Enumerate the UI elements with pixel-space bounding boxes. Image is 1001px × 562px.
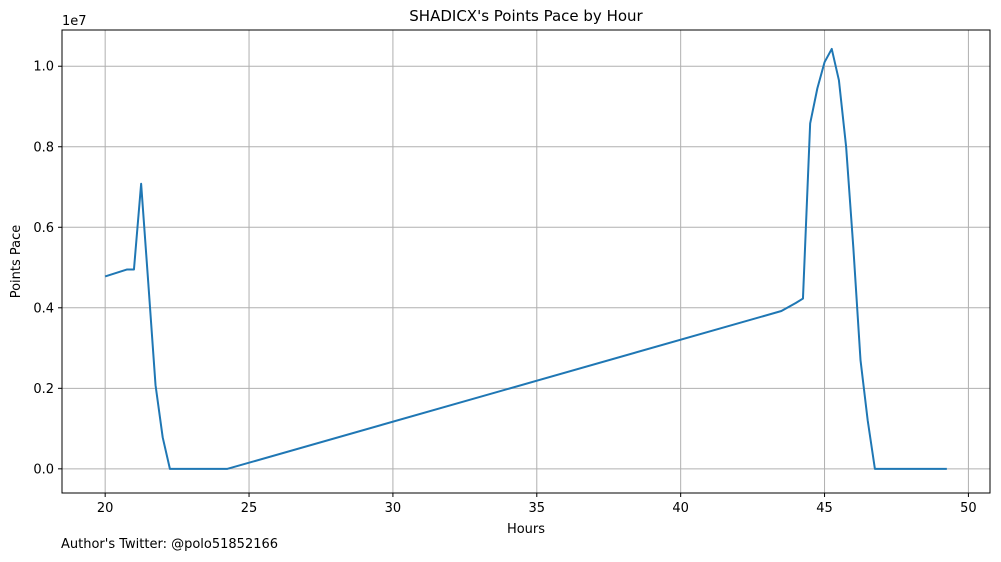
- y-tick-label: 0.6: [33, 221, 54, 236]
- plot-frame: [61, 29, 991, 494]
- y-tick-label: 0.2: [33, 382, 54, 397]
- series-lines: [104, 47, 947, 470]
- y-tick-label: 0.4: [33, 301, 54, 316]
- y-tick-label: 0.0: [33, 462, 54, 477]
- x-tick-label: 40: [672, 501, 689, 516]
- y-axis-label: Points Pace: [9, 225, 24, 299]
- y-tick-label: 0.8: [33, 140, 54, 155]
- x-axis-ticks: 20 25 30 35 40 45 50: [97, 493, 977, 516]
- x-tick-label: 45: [816, 501, 833, 516]
- x-tick-label: 25: [241, 501, 258, 516]
- x-tick-label: 50: [960, 501, 977, 516]
- x-axis-label: Hours: [507, 522, 545, 537]
- author-footnote: Author's Twitter: @polo51852166: [61, 537, 279, 552]
- x-tick-label: 35: [529, 501, 546, 516]
- y-axis-offset-label: 1e7: [62, 14, 87, 29]
- y-tick-label: 1.0: [33, 60, 54, 75]
- x-tick-label: 20: [97, 501, 114, 516]
- x-tick-label: 30: [385, 501, 402, 516]
- y-axis-ticks: 0.0 0.2 0.4 0.6 0.8 1.0: [33, 60, 62, 477]
- series-line: [104, 47, 947, 470]
- chart-title: SHADICX's Points Pace by Hour: [409, 7, 643, 25]
